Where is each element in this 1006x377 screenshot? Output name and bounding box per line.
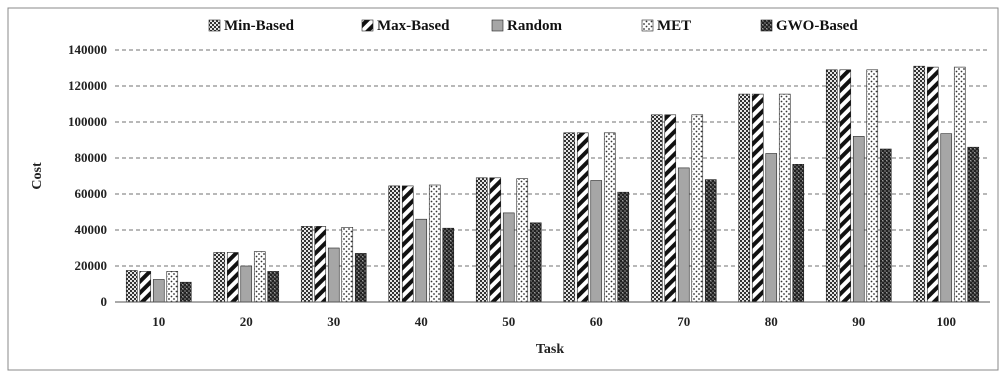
y-tick-label: 140000	[68, 42, 107, 57]
bar-min-based-60	[563, 132, 576, 303]
y-tick-label: 80000	[75, 150, 108, 165]
bar-gwo-based-60	[617, 191, 630, 303]
bar-random-60	[590, 180, 603, 303]
bar-gwo-based-20	[267, 271, 280, 303]
bar-met-70	[691, 114, 704, 303]
legend-swatch	[760, 19, 773, 32]
bar-gwo-based-10	[179, 281, 192, 303]
bar-max-based-50	[489, 177, 502, 303]
legend-label: Min-Based	[224, 18, 295, 34]
x-tick-label: 60	[590, 314, 603, 329]
x-tick-labels: 10 20 30 40 50 60 70 80 90 100	[152, 314, 956, 329]
bar-met-50	[516, 178, 529, 303]
bar-max-based-20	[226, 252, 239, 303]
x-tick-label: 30	[327, 314, 340, 329]
legend-label: MET	[657, 18, 691, 34]
bar-min-based-30	[300, 226, 313, 303]
y-tick-label: 120000	[68, 78, 107, 93]
bar-gwo-based-30	[354, 253, 367, 303]
x-tick-label: 90	[852, 314, 865, 329]
x-tick-label: 50	[502, 314, 515, 329]
x-tick-label: 20	[240, 314, 253, 329]
bar-min-based-100	[913, 65, 926, 303]
bar-min-based-20	[213, 252, 226, 303]
legend-swatch	[361, 19, 374, 32]
bar-met-10	[166, 271, 179, 303]
bar-met-30	[341, 227, 354, 303]
bar-met-80	[778, 93, 791, 303]
bar-met-20	[253, 251, 266, 303]
bar-max-based-90	[839, 69, 852, 303]
bar-max-based-60	[576, 132, 589, 303]
bar-min-based-50	[475, 177, 488, 303]
bar-random-50	[502, 212, 515, 303]
bar-random-70	[677, 167, 690, 303]
bar-gwo-based-40	[442, 227, 455, 303]
bar-met-90	[866, 69, 879, 303]
bar-random-40	[415, 218, 428, 303]
bar-max-based-30	[314, 226, 327, 303]
y-axis-title: Cost	[30, 162, 45, 190]
legend-label: GWO-Based	[776, 18, 858, 34]
y-tick-label: 0	[101, 294, 108, 309]
legend-swatch	[641, 19, 654, 32]
x-tick-label: 70	[677, 314, 690, 329]
bar-max-based-10	[139, 271, 152, 303]
legend-swatch	[208, 19, 221, 32]
bar-max-based-70	[664, 114, 677, 303]
x-tick-label: 80	[765, 314, 778, 329]
x-tick-label: 100	[937, 314, 957, 329]
bar-gwo-based-70	[704, 179, 717, 303]
bar-max-based-40	[401, 185, 414, 303]
legend: Min-Based Max-Based Random MET GWO-Based	[208, 18, 858, 34]
bar-gwo-based-90	[879, 148, 892, 303]
y-tick-label: 20000	[75, 258, 108, 273]
bar-gwo-based-50	[529, 222, 542, 303]
bar-min-based-10	[125, 270, 138, 303]
bar-random-100	[940, 133, 953, 303]
bar-max-based-100	[926, 66, 939, 303]
bar-gwo-based-80	[792, 164, 805, 303]
y-tick-label: 60000	[75, 186, 108, 201]
y-tick-labels: 0 20000 40000 60000 80000 100000 120000 140000	[68, 42, 107, 309]
legend-label: Max-Based	[377, 18, 450, 34]
bar-gwo-based-100	[967, 146, 980, 303]
bar-random-30	[327, 247, 340, 303]
bar-min-based-40	[388, 185, 401, 303]
bar-min-based-70	[650, 114, 663, 303]
y-tick-label: 100000	[68, 114, 107, 129]
bar-met-100	[953, 66, 966, 303]
bars	[125, 65, 980, 303]
bar-max-based-80	[751, 93, 764, 303]
x-tick-label: 40	[415, 314, 428, 329]
bar-random-20	[240, 265, 253, 303]
x-axis-title: Task	[536, 342, 565, 357]
legend-swatch	[491, 19, 504, 32]
bar-met-40	[428, 184, 441, 303]
x-tick-label: 10	[152, 314, 165, 329]
bar-random-10	[152, 279, 165, 303]
legend-label: Random	[507, 18, 563, 34]
y-tick-label: 40000	[75, 222, 108, 237]
bar-min-based-90	[825, 69, 838, 303]
bar-met-60	[603, 132, 616, 303]
bar-random-80	[765, 153, 778, 303]
bar-min-based-80	[738, 93, 751, 303]
bar-random-90	[852, 136, 865, 303]
